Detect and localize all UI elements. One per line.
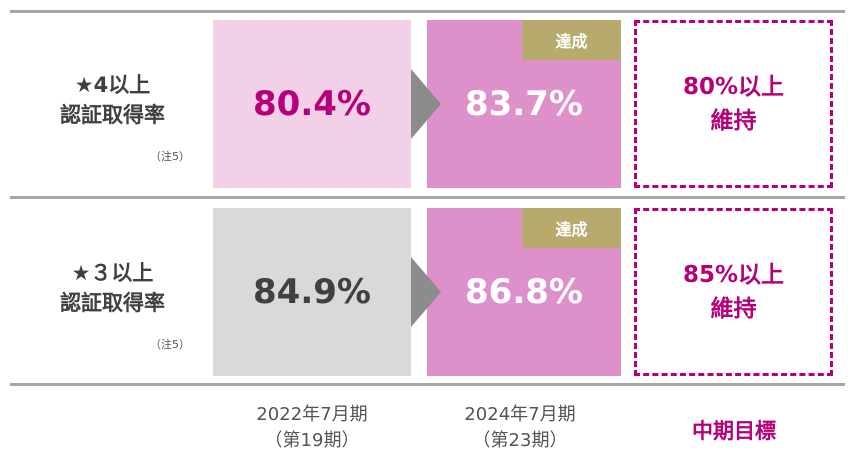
target-box: 80%以上維持: [634, 20, 833, 188]
target-line: 維持: [710, 108, 757, 134]
arrow: [411, 257, 441, 327]
column-label-line: 2022年7月期: [256, 404, 368, 425]
divider: [10, 383, 845, 386]
column-label: 中期目標: [634, 418, 834, 444]
arrow: [411, 69, 441, 139]
baseline-box: 80.4%: [213, 20, 411, 188]
column-label-line: （第23期）: [472, 430, 568, 451]
column-label: 2022年7月期 （第19期）: [212, 402, 412, 454]
result-box: 86.8%: [427, 208, 621, 376]
baseline-box: 84.9%: [213, 208, 411, 376]
row-label-line: ★３以上: [71, 261, 154, 285]
column-label-line: 2024年7月期: [464, 404, 576, 425]
column-label-line: 中期目標: [692, 419, 776, 443]
divider: [10, 196, 845, 199]
row-label-line: 認証取得率: [60, 291, 165, 315]
row-label-line: ★4以上: [74, 73, 151, 97]
row-label: ★３以上認証取得率: [30, 258, 195, 318]
achieved-badge: 達成: [522, 20, 621, 60]
target-line: 維持: [710, 296, 757, 322]
target-box: 85%以上維持: [634, 208, 833, 376]
divider: [10, 10, 845, 13]
row-label-line: 認証取得率: [60, 103, 165, 127]
row-note: （注5）: [150, 150, 190, 163]
target-line: 85%以上: [682, 262, 785, 288]
row-label: ★4以上認証取得率: [30, 70, 195, 130]
column-label: 2024年7月期 （第23期）: [420, 402, 620, 454]
column-label-line: （第19期）: [264, 430, 360, 451]
achieved-badge: 達成: [522, 208, 621, 248]
target-line: 80%以上: [682, 74, 785, 100]
row-note: （注5）: [150, 338, 190, 351]
